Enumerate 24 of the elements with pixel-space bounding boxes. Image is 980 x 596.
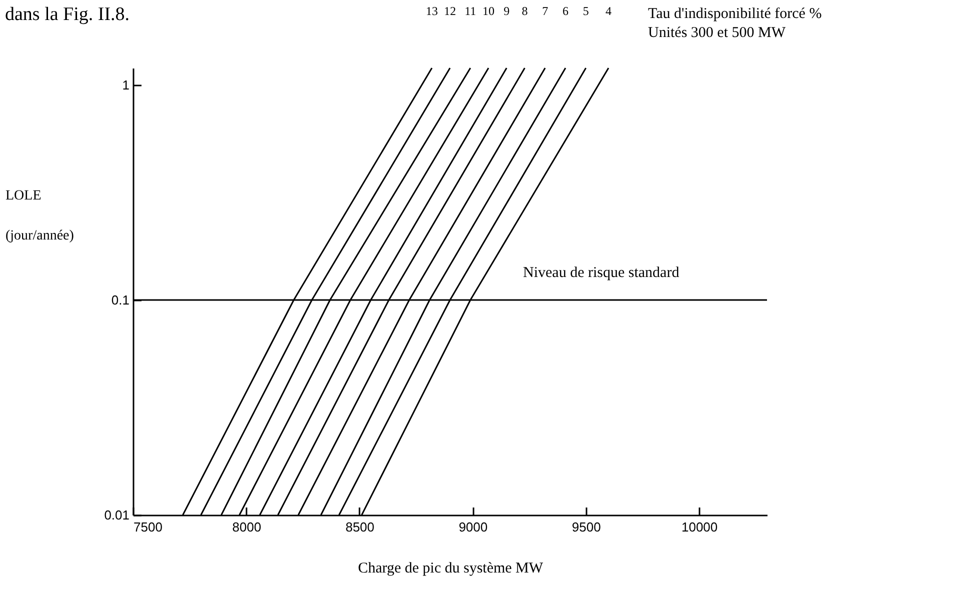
- text: 6: [562, 4, 568, 18]
- y-tick-label: 0.01: [104, 508, 130, 522]
- y-tick-label: 0.1: [111, 292, 130, 308]
- x-tick-label: 9500: [572, 520, 601, 534]
- x-tick-label: 10000: [681, 520, 718, 534]
- text: 4: [606, 4, 612, 18]
- text: 12: [444, 4, 456, 18]
- text: 8: [522, 4, 528, 18]
- y-tick-label: 1: [122, 78, 130, 93]
- x-tick-label: 9000: [458, 520, 488, 534]
- x-tick-label: 8500: [345, 520, 374, 534]
- text: 7: [542, 4, 548, 18]
- ref-line-label: Niveau de risque standard: [523, 265, 680, 282]
- x-tick-label: 8000: [232, 520, 262, 534]
- x-tick-label: 7500: [134, 520, 162, 534]
- text: dans la Fig. II.8.: [5, 4, 130, 25]
- text: 11: [464, 4, 476, 18]
- text: 5: [582, 4, 589, 18]
- legend-title: Tau d'indisponibilité forcé % Unités 300 et 500 MW: [648, 6, 822, 41]
- text: LOLE (jour/année): [6, 188, 74, 244]
- text: 10: [482, 4, 494, 18]
- x-axis-title: Charge de pic du système MW: [358, 560, 544, 576]
- text: 9: [504, 4, 510, 18]
- text: 13: [426, 4, 438, 18]
